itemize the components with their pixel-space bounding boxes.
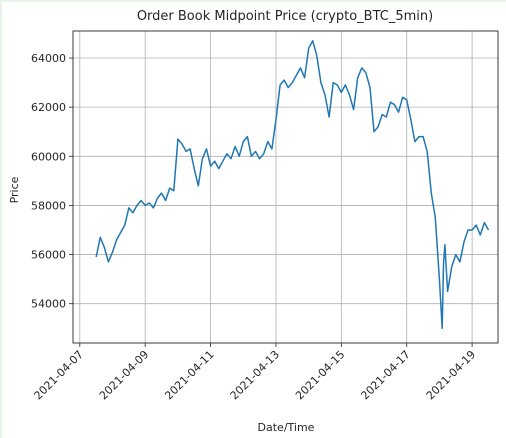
window-left-border bbox=[0, 0, 2, 438]
window-top-border bbox=[0, 0, 506, 2]
y-tick-label: 58000 bbox=[31, 199, 66, 212]
series-layer bbox=[95, 40, 490, 330]
y-axis: 54000 56000 58000 60000 62000 64000 bbox=[31, 52, 73, 311]
y-tick-label: 56000 bbox=[31, 249, 66, 262]
price-series-line bbox=[95, 40, 490, 330]
y-tick-label: 60000 bbox=[31, 150, 66, 163]
y-axis-label: Price bbox=[8, 176, 21, 203]
x-tick-label: 2021-04-11 bbox=[162, 348, 216, 402]
chart-title: Order Book Midpoint Price (crypto_BTC_5m… bbox=[137, 9, 433, 24]
x-tick-label: 2021-04-07 bbox=[32, 348, 86, 402]
x-tick-label: 2021-04-13 bbox=[228, 348, 282, 402]
x-tick-label: 2021-04-17 bbox=[358, 348, 412, 402]
x-axis: 2021-04-07 2021-04-09 2021-04-11 2021-04-13… bbox=[32, 343, 478, 402]
grid-layer bbox=[73, 31, 498, 343]
y-tick-label: 64000 bbox=[31, 52, 66, 65]
x-tick-label: 2021-04-15 bbox=[293, 348, 347, 402]
x-tick-label: 2021-04-09 bbox=[97, 348, 151, 402]
x-axis-label: Date/Time bbox=[258, 421, 315, 434]
y-tick-label: 54000 bbox=[31, 298, 66, 311]
y-tick-label: 62000 bbox=[31, 101, 66, 114]
plot-area-frame bbox=[72, 30, 499, 344]
x-tick-label: 2021-04-19 bbox=[424, 348, 478, 402]
